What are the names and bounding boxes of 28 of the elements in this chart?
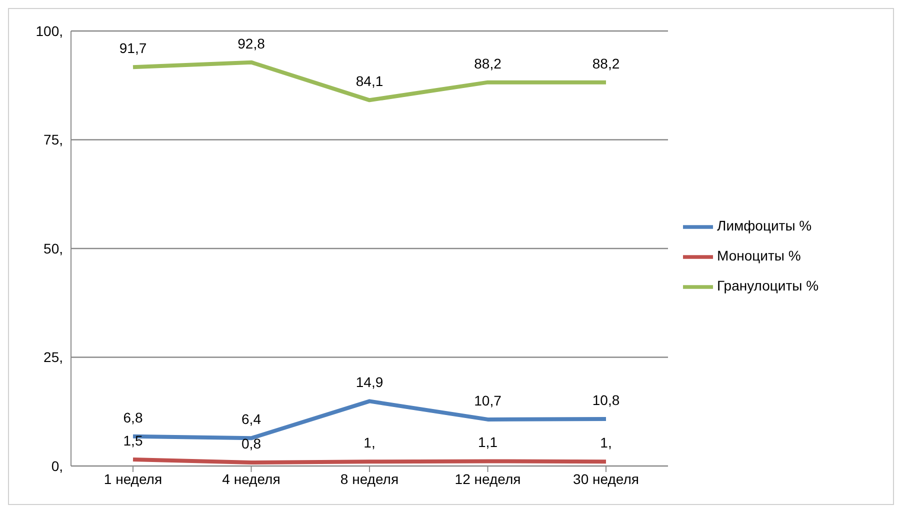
x-tick-label: 8 неделя: [340, 470, 399, 487]
x-tick-label: 30 неделя: [573, 470, 639, 487]
data-label: 0,8: [242, 436, 262, 452]
x-tick-label: 12 неделя: [454, 470, 521, 487]
data-label: 91,7: [119, 40, 147, 56]
data-label: 84,1: [356, 73, 384, 90]
data-label: 14,9: [356, 374, 384, 390]
data-label: 10,8: [592, 392, 620, 408]
x-tick-label: 4 неделя: [222, 470, 280, 487]
data-label: 6,8: [123, 409, 143, 426]
data-label: 88,2: [592, 55, 620, 72]
data-label: 10,7: [474, 392, 502, 408]
data-label: 92,8: [238, 35, 266, 52]
legend-label: Моноциты %: [717, 247, 801, 264]
legend-label: Лимфоциты %: [717, 217, 812, 234]
data-label: 1,1: [478, 434, 498, 450]
y-tick-label: 50,: [44, 240, 63, 256]
data-label: 88,2: [474, 55, 502, 72]
x-tick-label: 1 неделя: [104, 470, 162, 487]
legend-label: Гранулоциты %: [717, 277, 819, 294]
data-label: 6,4: [242, 411, 262, 428]
data-label: 1,: [364, 434, 376, 451]
y-tick-label: 0,: [51, 458, 63, 474]
data-label: 1,: [600, 434, 612, 451]
data-label: 1,5: [123, 432, 143, 448]
y-tick-label: 25,: [44, 349, 63, 366]
y-tick-label: 100,: [36, 22, 63, 39]
y-tick-label: 75,: [44, 132, 63, 148]
